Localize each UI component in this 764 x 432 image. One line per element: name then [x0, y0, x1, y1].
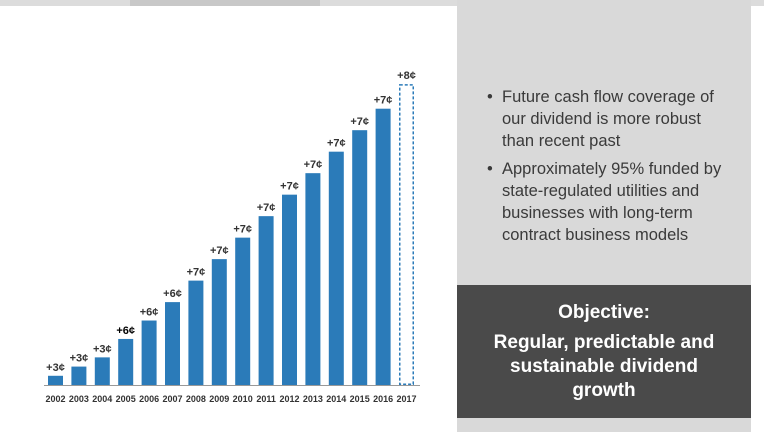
x-tick-label: 2007 — [162, 394, 182, 404]
bar — [328, 151, 344, 385]
bullet-text: Future cash flow coverage of our dividen… — [502, 88, 714, 150]
bar — [375, 108, 391, 385]
x-tick-label: 2006 — [139, 394, 159, 404]
bar — [141, 320, 157, 385]
x-tick-label: 2012 — [279, 394, 299, 404]
objective-box: Objective: Regular, predictable and sust… — [457, 285, 751, 418]
bar — [258, 216, 274, 385]
bar — [211, 259, 227, 385]
bar — [118, 338, 134, 385]
x-tick-label: 2015 — [350, 394, 370, 404]
bar-data-label: +7¢ — [327, 138, 346, 150]
bar-data-label: +7¢ — [304, 159, 323, 171]
bar — [305, 173, 321, 385]
x-tick-label: 2003 — [69, 394, 89, 404]
bar — [48, 375, 63, 385]
bar-data-label: +3¢ — [70, 353, 89, 365]
bar — [282, 194, 297, 385]
bar — [235, 237, 251, 385]
bar-data-label: +6¢ — [163, 288, 182, 300]
objective-text: Regular, predictable and sustainable div… — [493, 332, 715, 401]
bar-data-label: +3¢ — [93, 343, 112, 355]
bullet-dot-icon: • — [487, 88, 493, 106]
x-tick-label: 2013 — [303, 394, 323, 404]
bullet-item: • Future cash flow coverage of our divid… — [487, 86, 737, 152]
bar — [188, 280, 204, 385]
bar-projected — [399, 84, 414, 385]
bar-data-label: +6¢ — [140, 307, 159, 319]
bar — [352, 130, 368, 385]
bar-data-label: +7¢ — [187, 267, 206, 279]
bar — [71, 366, 87, 385]
bullet-list: • Future cash flow coverage of our divid… — [487, 86, 737, 252]
bar-data-label: +7¢ — [350, 116, 369, 128]
x-tick-label: 2004 — [92, 394, 112, 404]
x-tick-label: 2010 — [233, 394, 253, 404]
bar-data-label: +8¢ — [397, 70, 416, 82]
bar-data-label: +7¢ — [374, 95, 393, 107]
top-strip-segment — [130, 0, 320, 6]
bar-data-label: +3¢ — [46, 362, 65, 374]
bar-data-label: +6¢ — [116, 325, 135, 337]
x-tick-label: 2011 — [256, 394, 276, 404]
bar-data-label: +7¢ — [257, 202, 276, 214]
dividend-growth-chart: +3¢ 2002 +3¢ 2003 +3¢ 2004 +6¢ 2005 +6¢ 2006 +6¢ 20… — [44, 70, 420, 404]
x-tick-label: 2009 — [209, 394, 229, 404]
x-tick-label: 2017 — [396, 394, 416, 404]
bar-data-label: +7¢ — [210, 245, 229, 257]
bar — [165, 302, 180, 385]
x-tick-label: 2005 — [116, 394, 136, 404]
x-tick-label: 2016 — [373, 394, 393, 404]
bar-data-label: +7¢ — [233, 224, 252, 236]
bar — [94, 357, 110, 385]
bar-data-label: +7¢ — [280, 181, 299, 193]
x-tick-label: 2014 — [326, 394, 346, 404]
bullet-item: • Approximately 95% funded by state-regu… — [487, 158, 737, 246]
right-panel: • Future cash flow coverage of our divid… — [457, 0, 751, 432]
bullet-dot-icon: • — [487, 160, 493, 178]
bullet-text: Approximately 95% funded by state-regula… — [502, 160, 722, 244]
x-tick-label: 2002 — [45, 394, 65, 404]
objective-title: Objective: — [558, 302, 650, 323]
chart-svg: +3¢ 2002 +3¢ 2003 +3¢ 2004 +6¢ 2005 +6¢ 2006 +6¢ 20… — [44, 70, 420, 404]
x-tick-label: 2008 — [186, 394, 206, 404]
